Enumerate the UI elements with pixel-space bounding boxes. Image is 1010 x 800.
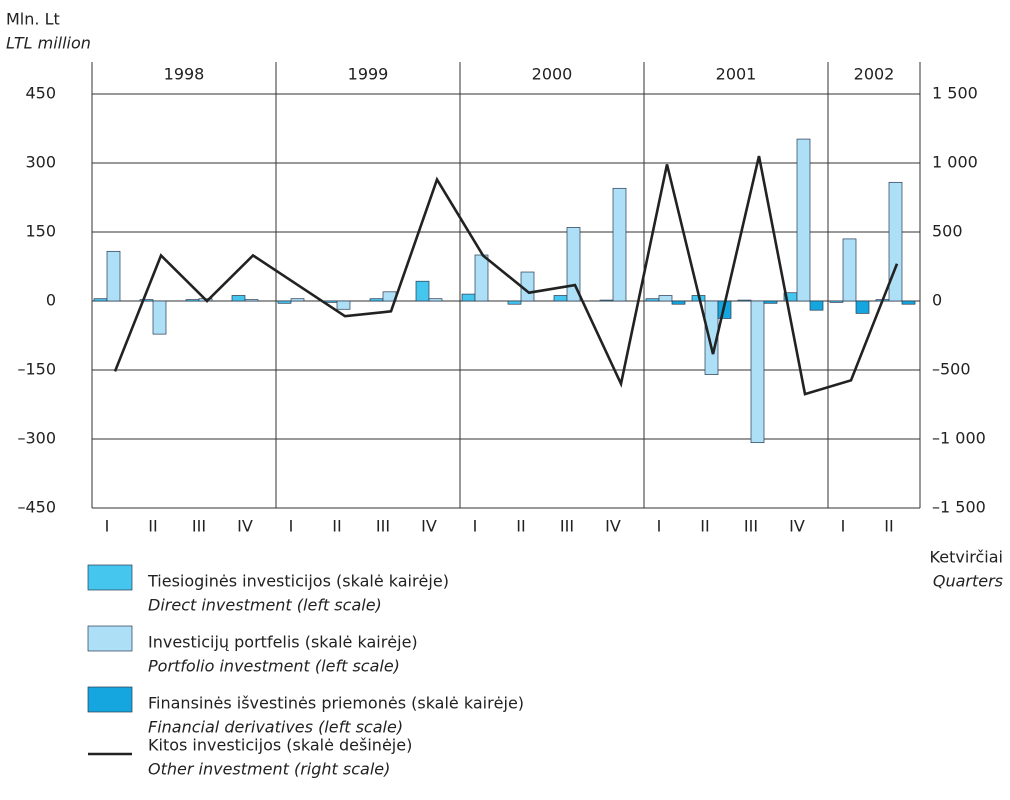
bar	[645, 298, 660, 302]
year-label: 2000	[532, 65, 573, 84]
x-tick-label: II	[700, 517, 709, 536]
y-tick-label: 150	[25, 222, 56, 241]
y-tick-label: 450	[25, 84, 56, 103]
bar	[244, 299, 259, 302]
bar	[152, 300, 167, 335]
y2-tick-label: –1 000	[932, 429, 986, 448]
x-tick-label: II	[516, 517, 525, 536]
legend-label: Kitos investicijos (skalė dešinėje)	[148, 736, 412, 755]
legend-label-en: Direct investment (left scale)	[148, 596, 382, 615]
x-tick-label: III	[744, 517, 758, 536]
line	[113, 155, 899, 396]
bar	[185, 299, 200, 302]
y2-tick-label: 1 500	[932, 84, 978, 103]
bar	[809, 300, 824, 311]
bar	[290, 298, 305, 302]
legend-label-en: Financial derivatives (left scale)	[148, 718, 403, 737]
legend-label: Finansinės išvestinės priemonės (skalė k…	[148, 694, 524, 713]
y-axis-label: Mln. Lt	[6, 10, 60, 29]
bar	[842, 238, 857, 302]
y2-tick-label: 0	[932, 291, 942, 310]
year-label: 2002	[854, 65, 895, 84]
year-label: 2001	[716, 65, 757, 84]
x-tick-label: III	[192, 517, 206, 536]
bar	[139, 299, 154, 302]
x-tick-label: III	[376, 517, 390, 536]
legend-label: Tiesioginės investicijos (skalė kairėje)	[147, 572, 449, 591]
bar	[553, 295, 568, 302]
x-tick-label: I	[105, 517, 110, 536]
bar	[93, 298, 108, 302]
bar	[474, 254, 489, 302]
y2-tick-label: –1 500	[932, 498, 986, 517]
bar	[737, 299, 752, 302]
bar	[855, 300, 870, 314]
y-tick-label: –450	[17, 498, 56, 517]
bar	[612, 187, 627, 302]
x-tick-label: IV	[789, 517, 805, 536]
x-tick-label: II	[884, 517, 893, 536]
y-tick-label: –150	[17, 360, 56, 379]
x-axis-label-en: Quarters	[933, 572, 1003, 591]
x-tick-label: IV	[421, 517, 437, 536]
bar	[507, 300, 522, 305]
bar	[796, 138, 811, 302]
y-tick-label: 0	[46, 291, 56, 310]
legend-label-en: Other investment (right scale)	[148, 760, 390, 779]
bar	[336, 300, 351, 310]
bar	[566, 227, 581, 302]
x-tick-label: IV	[605, 517, 621, 536]
legend-swatch	[87, 686, 133, 713]
y-tick-label: –300	[17, 429, 56, 448]
legend-swatch	[87, 625, 133, 652]
x-tick-label: I	[289, 517, 294, 536]
bar	[599, 299, 614, 302]
x-axis-label: Ketvirčiai	[930, 548, 1003, 567]
x-tick-label: II	[148, 517, 157, 536]
bar	[428, 298, 443, 302]
bar	[658, 295, 673, 302]
y-axis-label-en: LTL million	[6, 34, 91, 53]
x-tick-label: IV	[237, 517, 253, 536]
bar	[369, 298, 384, 302]
legend-label: Investicijų portfelis (skalė kairėje)	[148, 633, 418, 652]
year-label: 1999	[348, 65, 389, 84]
bar	[461, 293, 476, 302]
x-tick-label: I	[473, 517, 478, 536]
legend-swatch	[87, 564, 133, 591]
bar	[901, 300, 916, 305]
x-tick-label: III	[560, 517, 574, 536]
bar	[415, 280, 430, 302]
x-tick-label: I	[657, 517, 662, 536]
bar	[231, 295, 246, 302]
bar	[829, 300, 844, 303]
bar	[106, 250, 121, 302]
x-tick-label: II	[332, 517, 341, 536]
bar	[888, 181, 903, 302]
bar	[277, 300, 292, 304]
y-tick-label: 300	[25, 153, 56, 172]
x-tick-label: I	[841, 517, 846, 536]
bar	[750, 300, 765, 444]
legend-label-en: Portfolio investment (left scale)	[148, 657, 400, 676]
bar	[671, 300, 686, 305]
y2-tick-label: –500	[932, 360, 971, 379]
y2-tick-label: 1 000	[932, 153, 978, 172]
year-label: 1998	[164, 65, 205, 84]
y2-tick-label: 500	[932, 222, 963, 241]
bar	[763, 300, 778, 304]
